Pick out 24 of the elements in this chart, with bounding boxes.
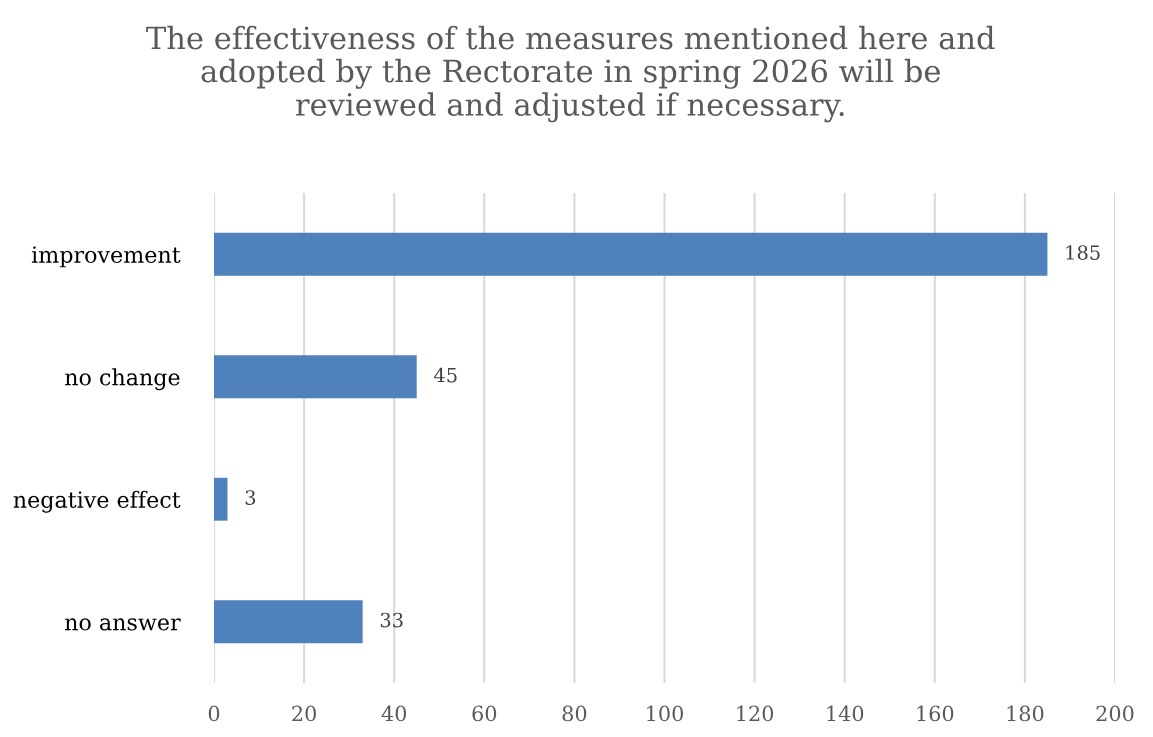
bar [214,355,417,399]
data-label: 3 [245,490,256,505]
x-tick-label: 180 [1007,705,1044,722]
x-tick-label: 160 [917,705,954,722]
x-tick-label: 200 [1096,705,1134,722]
bar [214,600,363,644]
data-label: 185 [1066,245,1100,260]
chart-title: The effectiveness of the measures mentioned here and adopted by the Rectorate in spring 2026 will be reviewed and adjusted if necessary. [146,25,995,123]
x-tick-label: 60 [472,705,497,722]
data-label: 45 [433,367,457,383]
x-tick-label: 0 [208,705,220,722]
bar [214,477,228,521]
x-tick-label: 120 [737,705,774,722]
x-tick-label: 140 [827,705,864,722]
x-tick-label: 40 [381,705,407,722]
x-tick-label: 100 [647,705,683,722]
y-tick-label: no answer [64,618,181,631]
y-tick-label: no change [65,368,180,391]
bar [214,232,1048,276]
y-tick-label: improvement [31,246,181,268]
y-tick-label: negative effect [13,490,181,513]
x-tick-label: 80 [562,705,587,722]
data-label: 33 [380,612,403,628]
x-tick-label: 20 [292,705,316,722]
